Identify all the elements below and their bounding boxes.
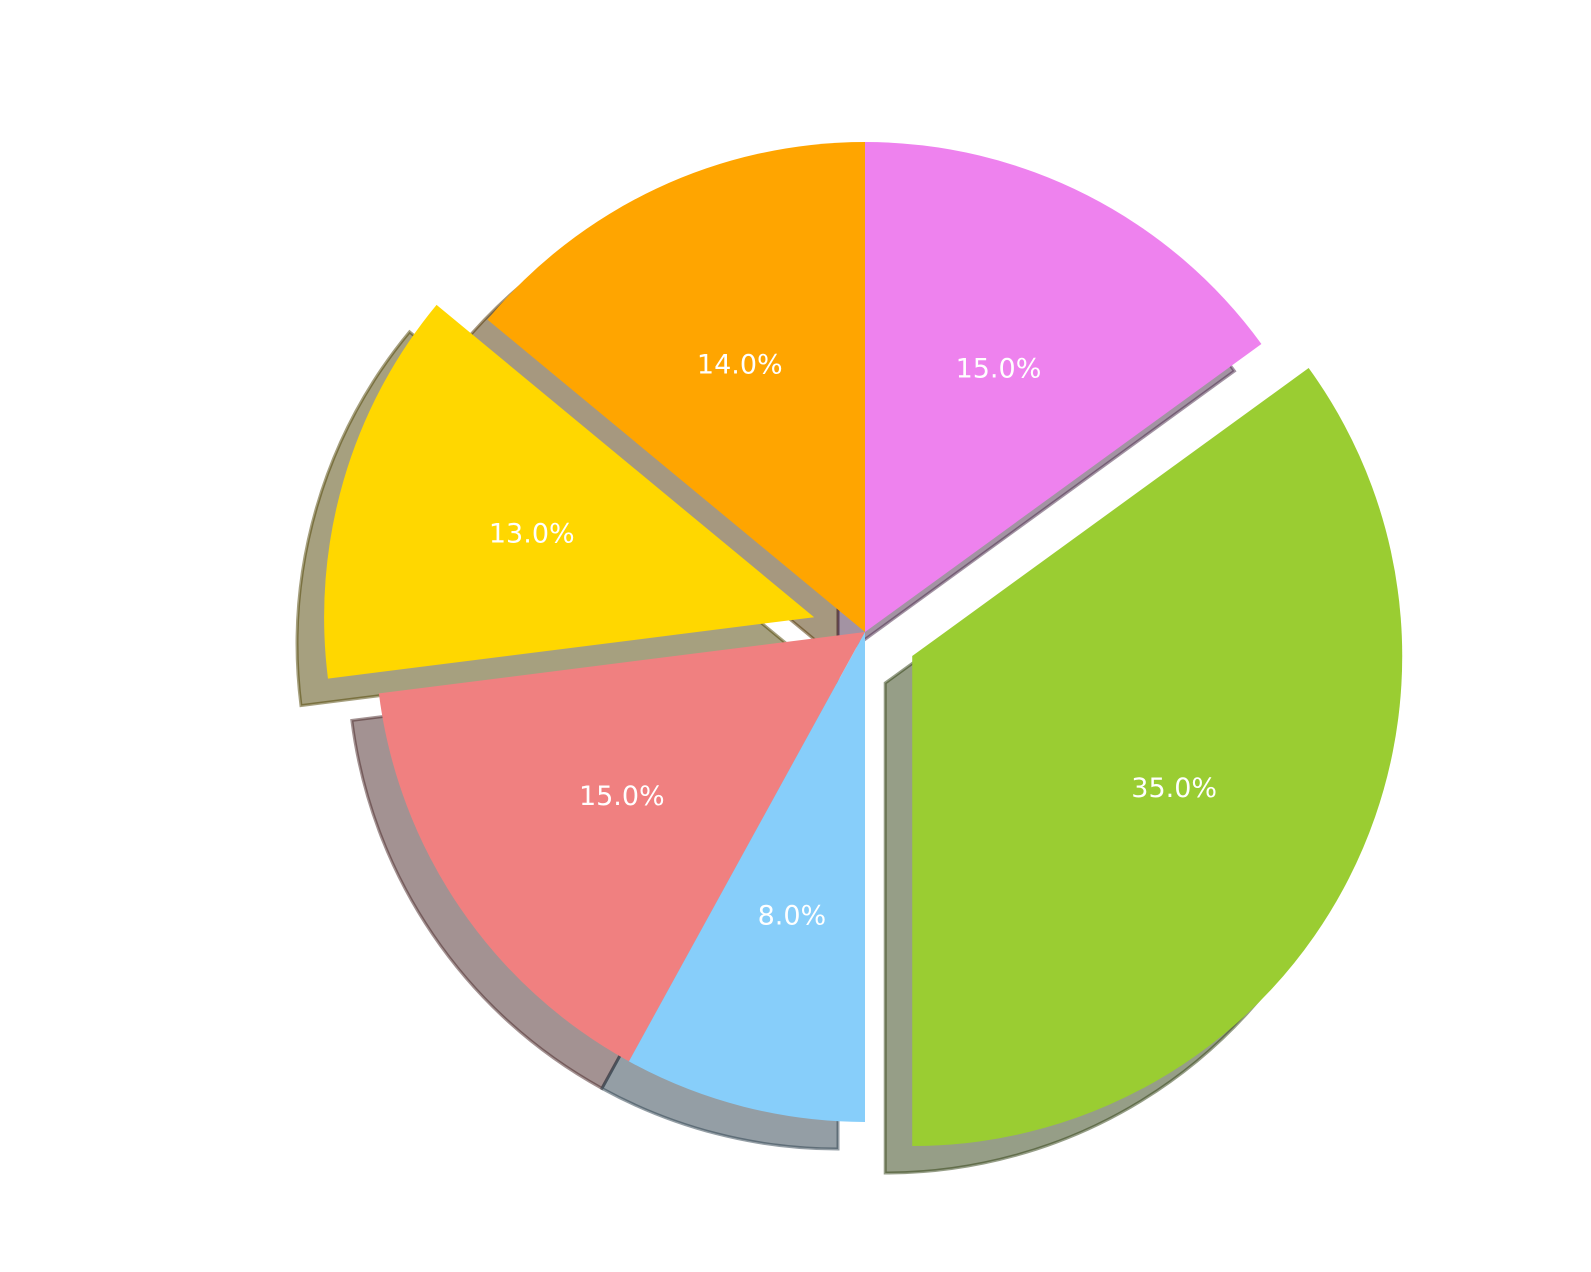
pie-slices — [324, 142, 1403, 1147]
pie-slice-1 — [487, 142, 865, 632]
slice-label-5: 35.0% — [1131, 773, 1217, 804]
pie-slice-4 — [628, 632, 865, 1122]
slice-label-2: 13.0% — [489, 519, 575, 550]
pie-slice-6 — [865, 142, 1262, 632]
pie-slice-3 — [378, 632, 865, 1062]
slice-label-3: 15.0% — [579, 781, 665, 812]
slice-label-1: 14.0% — [697, 349, 783, 380]
pie-slice-2 — [324, 304, 815, 679]
slice-labels: 14.0% 13.0% 15.0% 8.0% 35.0% 15.0% — [489, 349, 1217, 931]
slice-label-6: 15.0% — [956, 354, 1042, 385]
slice-label-4: 8.0% — [758, 900, 827, 931]
pie-slice-5 — [912, 368, 1403, 1147]
